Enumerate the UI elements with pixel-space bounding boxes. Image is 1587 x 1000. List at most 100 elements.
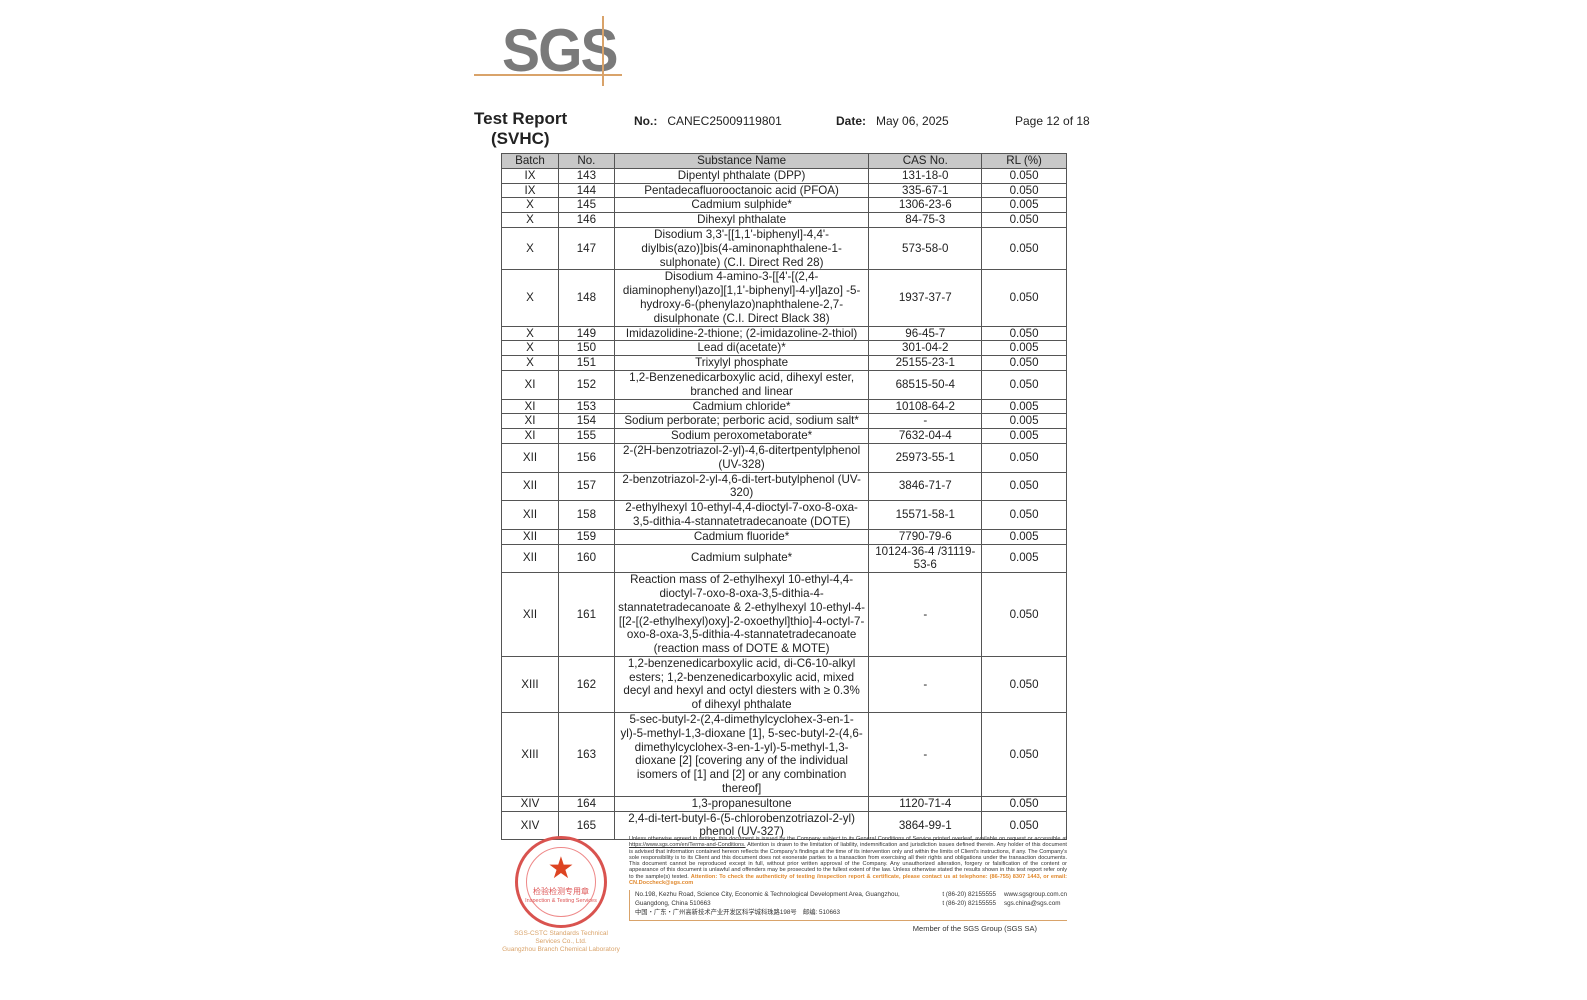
member-note: Member of the SGS Group (SGS SA)	[912, 924, 1037, 934]
column-header: CAS No.	[868, 153, 983, 169]
batch-cell: X	[501, 325, 559, 342]
batch-cell: XII	[501, 572, 559, 657]
email-link[interactable]: sgs.china@sgs.com	[1004, 900, 1061, 908]
table-row: X 149 Imidazolidine-2-thione; (2-imidazoli…	[501, 325, 1067, 342]
footer: ★ 检验检测专用章 Inspection & Testing Services …	[501, 836, 1067, 954]
number-cell: 147	[557, 226, 615, 271]
report-subtitle: (SVHC)	[491, 129, 550, 148]
number-cell: 145	[557, 197, 615, 214]
batch-cell: XII	[501, 442, 559, 473]
cas-cell: -	[868, 655, 983, 714]
batch-cell: XII	[501, 500, 559, 530]
rl-cell: 0.005	[981, 413, 1067, 430]
substance-cell: 1,2-benzenedicarboxylic acid, di-C6-10-a…	[613, 655, 870, 714]
number-cell: 151	[557, 355, 615, 371]
rl-cell: 0.050	[981, 442, 1067, 473]
rl-cell: 0.050	[981, 212, 1067, 228]
batch-cell: XIII	[501, 655, 559, 714]
column-header: Substance Name	[613, 153, 870, 169]
company-seal: ★ 检验检测专用章 Inspection & Testing Services	[515, 836, 607, 928]
column-header: Batch	[501, 153, 559, 169]
batch-cell: XIII	[501, 712, 559, 797]
cas-cell: 1120-71-4	[868, 795, 983, 812]
table-row: X 145 Cadmium sulphide* 1306-23-6 0.005	[501, 197, 1067, 214]
substance-cell: Sodium peroxometaborate*	[613, 428, 870, 444]
rl-cell: 0.050	[981, 572, 1067, 657]
cas-cell: 131-18-0	[868, 167, 983, 184]
page-number: Page 12 of 18	[1015, 114, 1090, 128]
table-row: IX 143 Dipentyl phthalate (DPP) 131-18-0 0.0…	[501, 167, 1067, 184]
table-row: XII 159 Cadmium fluoride* 7790-79-6 0.005	[501, 528, 1067, 545]
table-row: XII 157 2-benzotriazol-2-yl-4,6-di-tert-bu…	[501, 471, 1067, 502]
cas-cell: 573-58-0	[868, 226, 983, 271]
number-cell: 144	[557, 182, 615, 199]
address: No.198, Kezhu Road, Science City, Econom…	[635, 891, 900, 917]
rl-cell: 0.050	[981, 712, 1067, 797]
substance-cell: Dihexyl phthalate	[613, 212, 870, 228]
cas-cell: 10108-64-2	[868, 398, 983, 415]
rl-cell: 0.005	[981, 543, 1067, 574]
table-row: XII 158 2-ethylhexyl 10-ethyl-4,4-dioctyl-…	[501, 500, 1067, 530]
number-cell: 156	[557, 442, 615, 473]
cas-cell: 68515-50-4	[868, 369, 983, 400]
substance-cell: Disodium 3,3'-[[1,1'-biphenyl]-4,4'-diyl…	[613, 226, 870, 271]
number-cell: 155	[557, 428, 615, 444]
table-row: XIII 162 1,2-benzenedicarboxylic acid, di-…	[501, 655, 1067, 714]
batch-cell: XIV	[501, 810, 559, 841]
website-link[interactable]: www.sgsgroup.com.cn	[1004, 891, 1067, 899]
number-cell: 165	[557, 810, 615, 841]
number-cell: 159	[557, 528, 615, 545]
substance-cell: Cadmium chloride*	[613, 398, 870, 415]
number-cell: 160	[557, 543, 615, 574]
number-cell: 162	[557, 655, 615, 714]
number-cell: 148	[557, 269, 615, 327]
table-row: XI 155 Sodium peroxometaborate* 7632-04-4 0.…	[501, 428, 1067, 444]
substance-cell: 2-benzotriazol-2-yl-4,6-di-tert-butylphe…	[613, 471, 870, 502]
attention-note: Attention: To check the authenticity of …	[629, 873, 1067, 887]
sgs-logo: SGS	[474, 14, 624, 88]
table-row: XI 154 Sodium perborate; perboric acid, so…	[501, 413, 1067, 430]
substance-cell: 5-sec-butyl-2-(2,4-dimethylcyclohex-3-en…	[613, 712, 870, 797]
cas-cell: 301-04-2	[868, 340, 983, 357]
terms-link[interactable]: https://www.sgs.com/en/Terms-and-Conditi…	[629, 842, 746, 849]
table-row: XII 161 Reaction mass of 2-ethylhexyl 10-e…	[501, 572, 1067, 657]
report-number: No.: CANEC25009119801	[634, 114, 782, 128]
substance-cell: Cadmium sulphate*	[613, 543, 870, 574]
cas-cell: 25155-23-1	[868, 355, 983, 371]
rl-cell: 0.005	[981, 340, 1067, 357]
column-header: RL (%)	[981, 153, 1067, 169]
table-row: X 150 Lead di(acetate)* 301-04-2 0.005	[501, 340, 1067, 357]
cas-cell: 15571-58-1	[868, 500, 983, 530]
cas-cell: 3864-99-1	[868, 810, 983, 841]
rl-cell: 0.050	[981, 471, 1067, 502]
star-icon: ★	[547, 852, 575, 885]
batch-cell: X	[501, 226, 559, 271]
table-row: XI 153 Cadmium chloride* 10108-64-2 0.005	[501, 398, 1067, 415]
batch-cell: XII	[501, 543, 559, 574]
table-row: X 151 Trixylyl phosphate 25155-23-1 0.050	[501, 355, 1067, 371]
substance-cell: Cadmium fluoride*	[613, 528, 870, 545]
table-row: X 146 Dihexyl phthalate 84-75-3 0.050	[501, 212, 1067, 228]
substance-cell: Pentadecafluorooctanoic acid (PFOA)	[613, 182, 870, 199]
batch-cell: X	[501, 197, 559, 214]
substance-cell: Reaction mass of 2-ethylhexyl 10-ethyl-4…	[613, 572, 870, 657]
table-row: XII 156 2-(2H-benzotriazol-2-yl)-4,6-diter…	[501, 442, 1067, 473]
cas-cell: 7632-04-4	[868, 428, 983, 444]
cas-cell: 335-67-1	[868, 182, 983, 199]
table-header: Batch No. Substance Name CAS No. RL (%)	[501, 153, 1067, 169]
substance-cell: 2-ethylhexyl 10-ethyl-4,4-dioctyl-7-oxo-…	[613, 500, 870, 530]
rl-cell: 0.050	[981, 355, 1067, 371]
substance-cell: 1,3-propanesultone	[613, 795, 870, 812]
cas-cell: 25973-55-1	[868, 442, 983, 473]
cas-cell: -	[868, 712, 983, 797]
batch-cell: XI	[501, 428, 559, 444]
table-row: XIV 164 1,3-propanesultone 1120-71-4 0.050	[501, 795, 1067, 812]
rl-cell: 0.005	[981, 528, 1067, 545]
number-cell: 149	[557, 325, 615, 342]
substance-cell: Sodium perborate; perboric acid, sodium …	[613, 413, 870, 430]
number-cell: 146	[557, 212, 615, 228]
batch-cell: XI	[501, 413, 559, 430]
table-row: XI 152 1,2-Benzenedicarboxylic acid, dihex…	[501, 369, 1067, 400]
substance-cell: Disodium 4-amino-3-[[4'-[(2,4-diaminophe…	[613, 269, 870, 327]
number-cell: 158	[557, 500, 615, 530]
